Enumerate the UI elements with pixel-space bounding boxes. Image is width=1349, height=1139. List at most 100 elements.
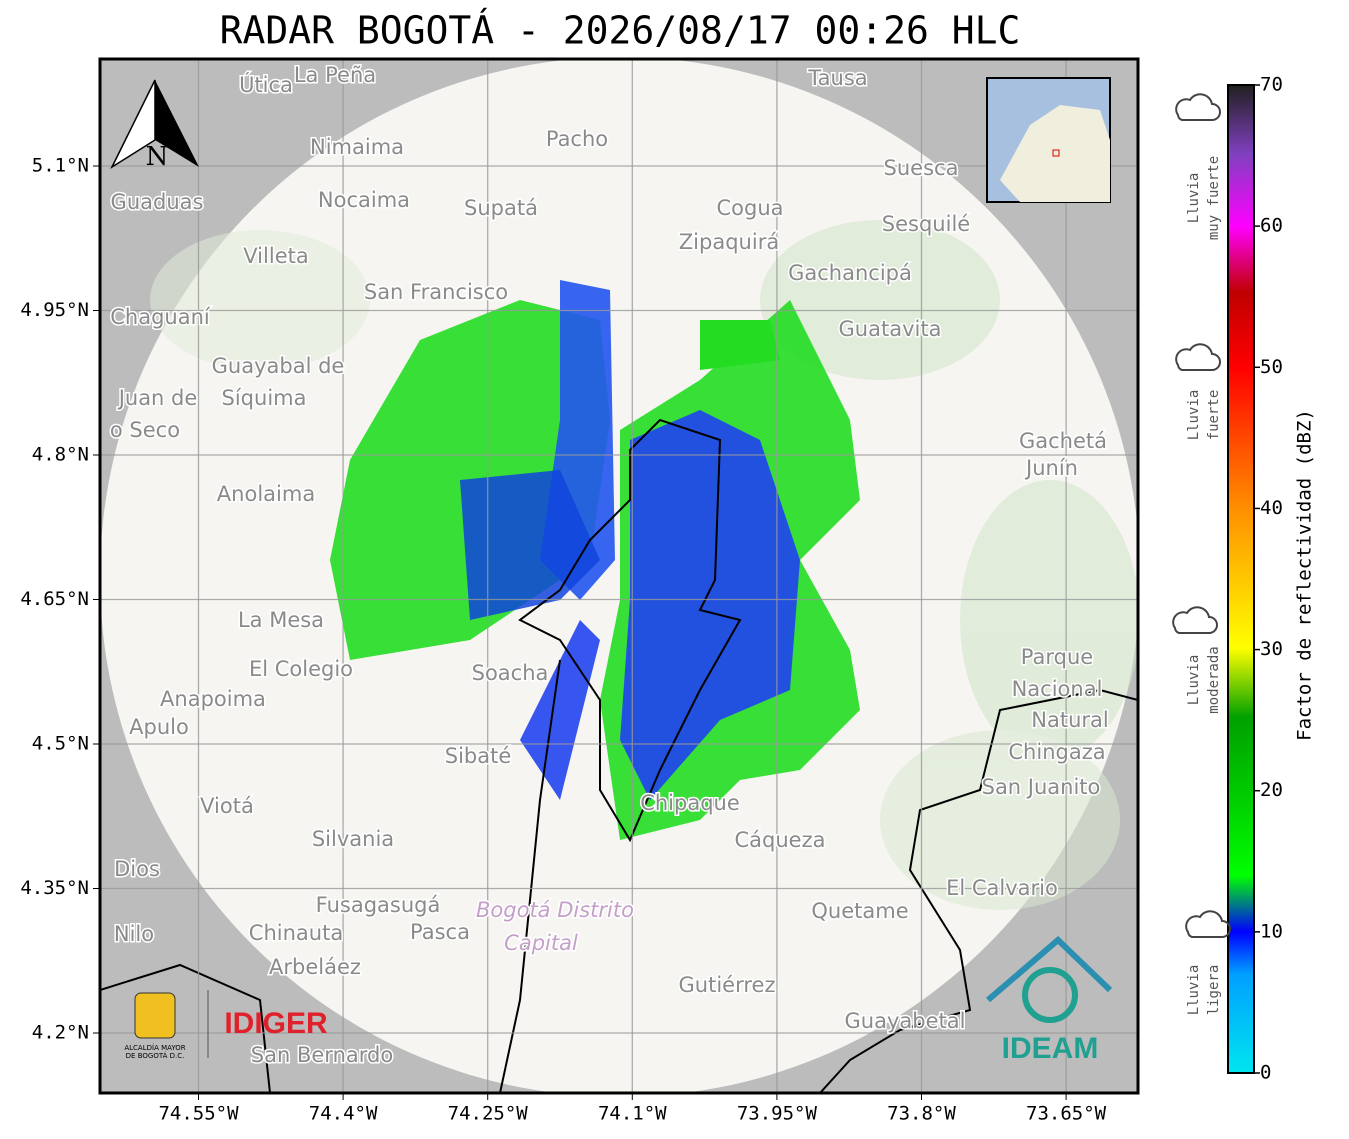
place-label: La Peña	[294, 63, 376, 87]
place-label: Silvania	[312, 827, 394, 851]
map: Útica La Peña Tausa Pacho Nimaima Guaduas Noca…	[100, 59, 1138, 1093]
place-label: Capital	[504, 931, 578, 955]
place-label: Soacha	[472, 661, 549, 685]
place-label: Fusagasugá	[316, 893, 441, 917]
place-label: Chingaza	[1008, 740, 1105, 764]
place-label: Anapoima	[160, 687, 266, 711]
place-label: Gachancipá	[788, 261, 912, 285]
place-label: Guayabetal	[845, 1009, 966, 1033]
y-tick-label: 4.95°N	[20, 299, 89, 321]
x-tick-label: 73.8°W	[887, 1103, 956, 1125]
place-label: Sibaté	[445, 744, 512, 768]
place-label: Guayabal de	[212, 354, 345, 378]
rain-category: moderada	[1206, 646, 1222, 713]
rain-category: fuerte	[1206, 390, 1222, 441]
colorbar-tick-label: 40	[1260, 497, 1283, 519]
colorbar-tick-label: 60	[1260, 215, 1283, 237]
place-label: Nilo	[114, 922, 154, 946]
grid	[100, 59, 1138, 1093]
place-label: Chaguaní	[110, 305, 211, 329]
place-label: Parque	[1021, 645, 1093, 669]
x-tick-label: 74.55°W	[158, 1103, 239, 1125]
rain-category: muy fuerte	[1206, 156, 1222, 240]
place-label: Nimaima	[310, 135, 404, 159]
place-label: Arbeláez	[269, 955, 361, 979]
y-tick-label: 5.1°N	[32, 155, 89, 177]
place-label: Natural	[1031, 708, 1108, 732]
colorbar-tick-label: 30	[1260, 638, 1283, 660]
radar-echoes	[330, 280, 860, 840]
place-label: Anolaima	[217, 482, 315, 506]
x-tick-label: 73.65°W	[1026, 1103, 1107, 1125]
y-tick-label: 4.2°N	[32, 1022, 89, 1044]
place-label: o Seco	[110, 418, 180, 442]
y-tick-label: 4.8°N	[32, 444, 89, 466]
alcaldia-text: DE BOGOTÁ D.C.	[126, 1051, 185, 1060]
place-label: Útica	[239, 72, 293, 97]
colorbar-tick-label: 70	[1260, 74, 1283, 96]
inset-land	[1000, 105, 1110, 202]
rain-category: Lluvia	[1186, 390, 1202, 441]
place-label: Sesquilé	[882, 212, 970, 236]
boundaries	[100, 418, 1138, 1093]
place-label: Viotá	[200, 794, 254, 818]
colorbar-tick-label: 10	[1260, 920, 1283, 942]
place-label: Pacho	[546, 127, 608, 151]
ideam-swirl	[1022, 967, 1078, 1023]
x-tick-label: 74.1°W	[598, 1103, 667, 1125]
y-tick-label: 4.5°N	[32, 733, 89, 755]
rain-category: Lluvia	[1186, 655, 1202, 706]
place-label: Zipaquirá	[679, 230, 779, 254]
place-label: Chipaque	[640, 791, 740, 815]
place-label: San Juanito	[982, 775, 1101, 799]
rain-category: Lluvia	[1186, 173, 1202, 224]
alcaldia-shield	[134, 992, 176, 1039]
place-label: Apulo	[129, 715, 189, 739]
place-label: San Francisco	[364, 280, 508, 304]
terrain	[150, 220, 1138, 910]
rain-icons	[1172, 93, 1231, 938]
place-label: Cáqueza	[735, 828, 826, 852]
colorbar	[1227, 84, 1255, 1074]
place-label: Quetame	[811, 899, 908, 923]
north-label: N	[146, 142, 169, 172]
colorbar-tick-label: 0	[1260, 1062, 1271, 1084]
place-label: Nacional	[1012, 677, 1103, 701]
place-label: El Colegio	[249, 657, 353, 681]
x-tick-label: 74.25°W	[448, 1103, 529, 1125]
map-frame	[98, 57, 1140, 1095]
x-tick-label: 73.95°W	[737, 1103, 818, 1125]
colorbar-tick-label: 20	[1260, 779, 1283, 801]
ideam-logo: IDEAM	[1002, 1032, 1099, 1065]
colorbar-tick-label: 50	[1260, 356, 1283, 378]
place-label: Tausa	[807, 66, 867, 90]
place-label: Guatavita	[839, 317, 942, 341]
north-arrow-right	[155, 80, 199, 167]
idiger-logo: IDIGER	[224, 1007, 328, 1040]
x-tick-label: 74.4°W	[309, 1103, 378, 1125]
rain-category: Lluvia	[1186, 965, 1202, 1016]
place-label: Gutiérrez	[679, 973, 776, 997]
y-tick-label: 4.65°N	[20, 588, 89, 610]
place-label: Dios	[114, 857, 160, 881]
place-label: Supatá	[464, 196, 538, 220]
rain-category: ligera	[1206, 965, 1222, 1016]
place-label: Pasca	[410, 920, 470, 944]
alcaldia-text: ALCALDÍA MAYOR	[124, 1043, 185, 1052]
place-label: Junín	[1024, 456, 1078, 480]
inset-marker	[1052, 149, 1060, 157]
place-labels: Útica La Peña Tausa Pacho Nimaima Guaduas Noca…	[108, 62, 1110, 1069]
place-label: Síquima	[222, 386, 307, 410]
place-label: Cogua	[716, 196, 783, 220]
y-tick-label: 4.35°N	[20, 877, 89, 899]
title: RADAR BOGOTÁ - 2026/08/17 00:26 HLC	[220, 9, 1021, 53]
place-label: El Calvario	[946, 876, 1058, 900]
place-label: La Mesa	[238, 608, 324, 632]
place-label: Gachetá	[1019, 429, 1107, 453]
place-label: Suesca	[884, 156, 959, 180]
colorbar-label: Factor de reflectividad (dBZ)	[1294, 409, 1316, 741]
place-label: Guaduas	[111, 190, 204, 214]
place-label: San Bernardo	[251, 1043, 393, 1067]
place-label: Villeta	[243, 244, 308, 268]
